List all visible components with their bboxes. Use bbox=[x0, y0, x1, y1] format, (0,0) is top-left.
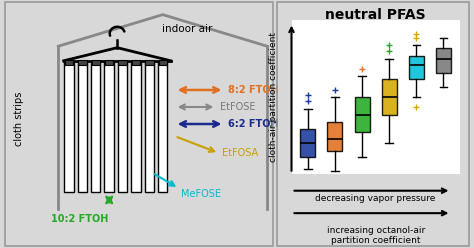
FancyBboxPatch shape bbox=[65, 60, 73, 65]
Text: decreasing vapor pressure: decreasing vapor pressure bbox=[316, 194, 436, 203]
FancyBboxPatch shape bbox=[145, 61, 154, 192]
FancyBboxPatch shape bbox=[91, 61, 100, 192]
FancyBboxPatch shape bbox=[159, 60, 167, 65]
PathPatch shape bbox=[436, 48, 451, 73]
Text: MeFOSE: MeFOSE bbox=[182, 189, 221, 199]
Text: 6:2 FTOH: 6:2 FTOH bbox=[228, 119, 279, 129]
FancyBboxPatch shape bbox=[118, 60, 127, 65]
PathPatch shape bbox=[355, 97, 370, 132]
FancyBboxPatch shape bbox=[78, 60, 87, 65]
PathPatch shape bbox=[382, 79, 397, 115]
Text: EtFOSA: EtFOSA bbox=[222, 148, 258, 158]
FancyBboxPatch shape bbox=[91, 60, 100, 65]
FancyBboxPatch shape bbox=[145, 60, 154, 65]
FancyBboxPatch shape bbox=[158, 61, 167, 192]
Text: cloth-air partition coefficient: cloth-air partition coefficient bbox=[270, 32, 278, 162]
Text: EtFOSE: EtFOSE bbox=[220, 102, 256, 112]
FancyBboxPatch shape bbox=[118, 61, 127, 192]
FancyBboxPatch shape bbox=[131, 61, 141, 192]
FancyBboxPatch shape bbox=[105, 60, 113, 65]
Text: 8:2 FTOH: 8:2 FTOH bbox=[228, 85, 279, 95]
Text: 10:2 FTOH: 10:2 FTOH bbox=[51, 214, 109, 224]
Text: increasing octanol-air
partition coefficient: increasing octanol-air partition coeffic… bbox=[327, 226, 425, 246]
Text: cloth strips: cloth strips bbox=[15, 92, 25, 146]
Text: neutral PFAS: neutral PFAS bbox=[325, 8, 426, 22]
PathPatch shape bbox=[409, 56, 424, 79]
PathPatch shape bbox=[301, 129, 315, 157]
FancyBboxPatch shape bbox=[132, 60, 140, 65]
Text: indoor air: indoor air bbox=[162, 24, 212, 34]
FancyBboxPatch shape bbox=[78, 61, 87, 192]
FancyBboxPatch shape bbox=[104, 61, 114, 192]
FancyBboxPatch shape bbox=[64, 61, 73, 192]
PathPatch shape bbox=[328, 122, 342, 151]
